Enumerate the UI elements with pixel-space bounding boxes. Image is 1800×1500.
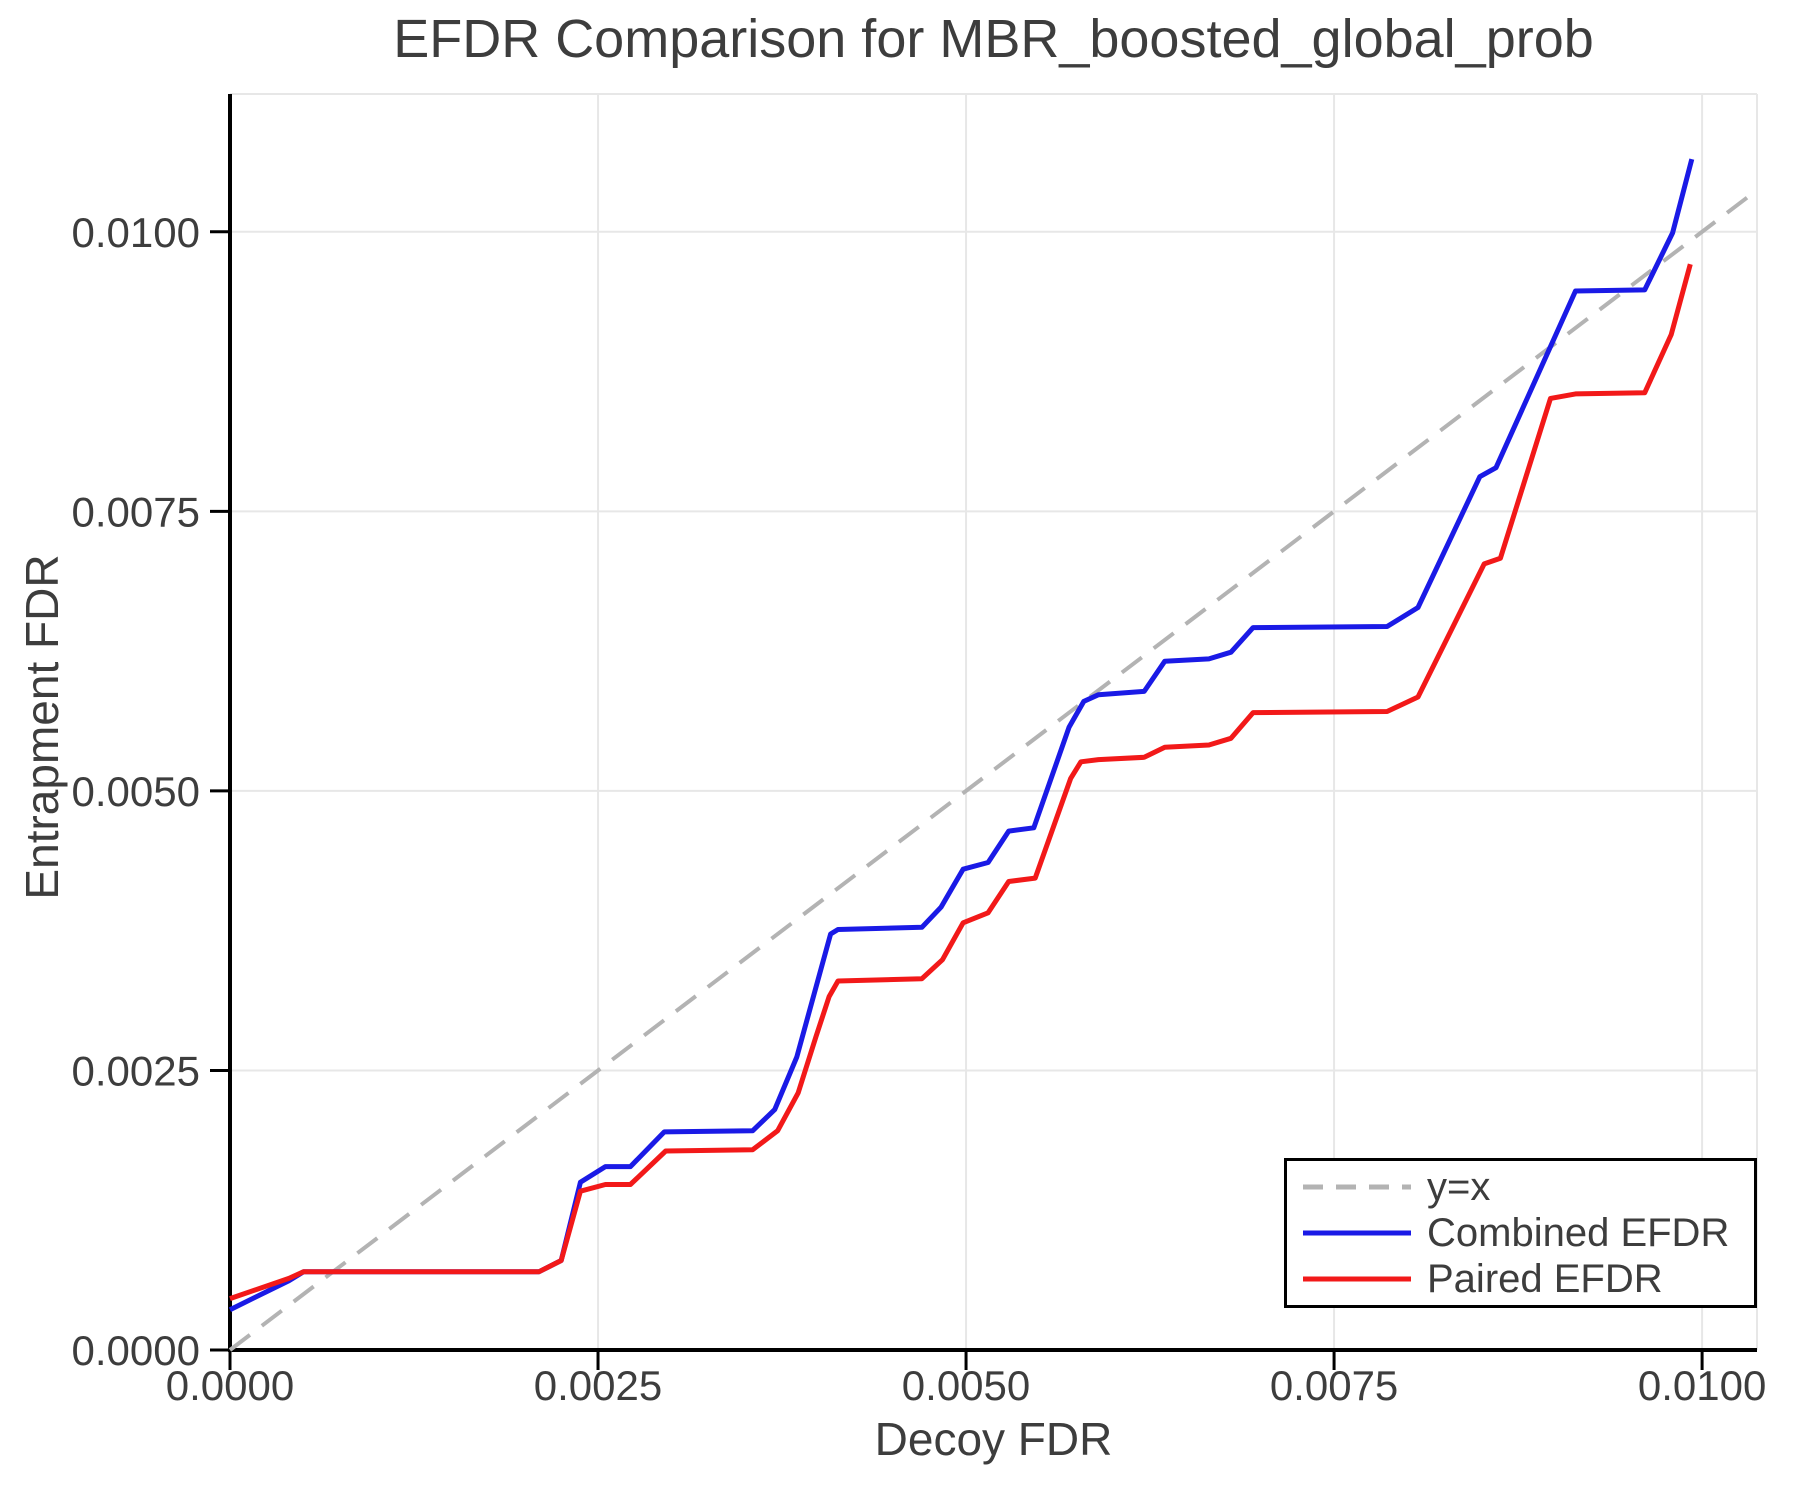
y-tick-label: 0.0050 (72, 768, 200, 815)
y-tick-label: 0.0075 (72, 488, 200, 535)
x-tick-label: 0.0000 (166, 1362, 294, 1409)
legend-row-paired-efdr: Paired EFDR (1301, 1259, 1754, 1299)
legend-label-paired-efdr: Paired EFDR (1427, 1257, 1663, 1301)
combined-efdr-line (228, 158, 1695, 1312)
legend-label-y-x: y=x (1427, 1165, 1491, 1209)
legend-row-combined-efdr: Combined EFDR (1301, 1213, 1754, 1253)
x-tick-label: 0.0075 (1270, 1362, 1398, 1409)
legend-label-combined-efdr: Combined EFDR (1427, 1211, 1730, 1255)
legend-line-sample-y-x (1303, 1184, 1411, 1190)
chart-title: EFDR Comparison for MBR_boosted_global_p… (393, 9, 1594, 69)
legend-line-sample-paired-efdr (1303, 1276, 1411, 1282)
y-tick-label: 0.0025 (72, 1047, 200, 1094)
x-tick-label: 0.0050 (902, 1362, 1030, 1409)
x-axis-label: Decoy FDR (874, 1413, 1113, 1465)
paired-efdr-line (229, 263, 1693, 1301)
y-axis-label: Entrapment FDR (16, 554, 68, 900)
y-tick-label: 0.0000 (72, 1327, 200, 1374)
legend-row-y-x: y=x (1301, 1167, 1754, 1207)
legend: y=x Combined EFDR Paired EFDR (1284, 1158, 1757, 1308)
y-tick-label: 0.0100 (72, 209, 200, 256)
x-tick-label: 0.0100 (1638, 1362, 1766, 1409)
x-tick-label: 0.0025 (534, 1362, 662, 1409)
legend-line-sample-combined-efdr (1303, 1230, 1411, 1236)
